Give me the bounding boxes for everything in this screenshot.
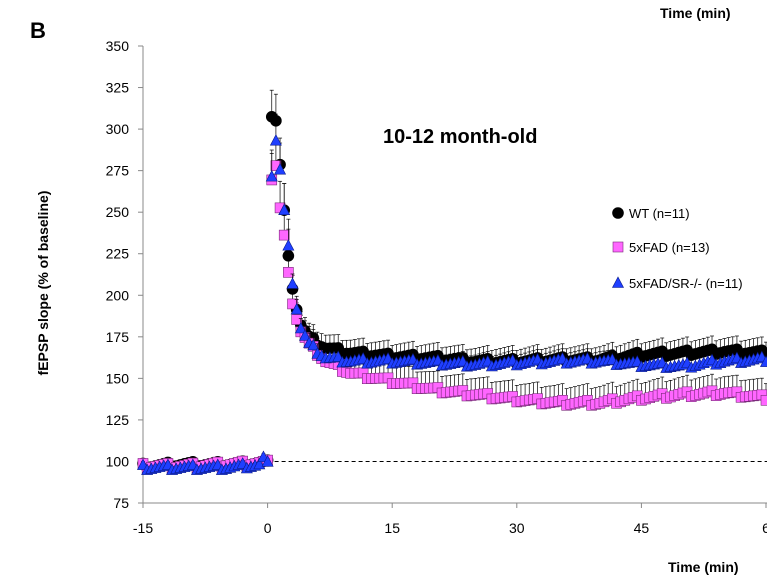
top-x-axis-label: Time (min) xyxy=(660,5,731,21)
y-tick-label: 100 xyxy=(106,453,130,469)
data-point xyxy=(287,298,298,310)
legend-item-2: 5xFAD/SR-/- (n=11) xyxy=(612,276,743,291)
y-tick-label: 150 xyxy=(106,370,130,386)
y-axis-label: fEPSP slope (% of baseline) xyxy=(35,191,51,376)
y-tick-label: 300 xyxy=(106,121,130,137)
x-tick-label: 6 xyxy=(762,520,767,536)
legend-label: WT (n=11) xyxy=(629,206,690,221)
series-2 xyxy=(137,113,767,475)
y-tick-label: 250 xyxy=(106,204,130,220)
y-tick-label: 125 xyxy=(106,412,130,428)
y-tick-label: 275 xyxy=(106,163,130,179)
x-tick-label: 0 xyxy=(264,520,272,536)
legend-marker xyxy=(612,241,624,253)
legend-label: 5xFAD/SR-/- (n=11) xyxy=(629,276,743,291)
data-point xyxy=(278,203,291,215)
y-tick-label: 225 xyxy=(106,246,130,262)
data-point xyxy=(290,302,303,315)
x-axis-label: Time (min) xyxy=(668,559,739,575)
series-1 xyxy=(137,138,767,474)
y-tick-label: 75 xyxy=(113,495,129,511)
data-point xyxy=(307,338,320,351)
data-point xyxy=(278,229,290,241)
y-tick-label: 350 xyxy=(106,38,130,54)
data-point xyxy=(760,355,767,367)
legend-marker xyxy=(612,276,624,288)
data-point xyxy=(760,394,767,406)
legend-marker xyxy=(612,207,624,219)
chart-title: 10-12 month-old xyxy=(383,126,537,148)
legend-item-1: 5xFAD (n=13) xyxy=(612,240,710,255)
x-tick-label: 15 xyxy=(384,520,400,536)
y-tick-label: 325 xyxy=(106,80,130,96)
data-point xyxy=(286,277,299,289)
data-point xyxy=(282,239,295,251)
x-tick-label: 30 xyxy=(509,520,525,536)
data-point xyxy=(294,321,307,334)
plot-area xyxy=(137,89,767,475)
y-tick-label: 200 xyxy=(106,287,130,303)
axes: 75 100 125 150 175 200 225 250 275 300 325 350 -15 0 1… xyxy=(106,38,767,536)
data-point xyxy=(265,169,278,182)
data-point xyxy=(283,267,294,278)
data-point xyxy=(261,455,274,467)
data-point xyxy=(269,134,282,146)
legend-item-0: WT (n=11) xyxy=(612,206,690,221)
legend: WT (n=11) 5xFAD (n=13) 5xFAD/SR-/- (n=11) xyxy=(612,206,743,291)
x-tick-label: -15 xyxy=(133,520,153,536)
legend-label: 5xFAD (n=13) xyxy=(629,240,710,255)
data-point xyxy=(298,329,311,341)
data-point xyxy=(291,314,302,325)
x-tick-label: 45 xyxy=(634,520,650,536)
panel-label: B xyxy=(30,18,46,43)
y-tick-label: 175 xyxy=(106,329,130,345)
data-point xyxy=(274,162,287,175)
